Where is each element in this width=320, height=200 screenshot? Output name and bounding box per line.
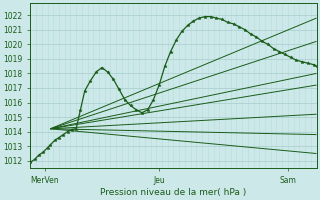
X-axis label: Pression niveau de la mer( hPa ): Pression niveau de la mer( hPa ): [100, 188, 247, 197]
